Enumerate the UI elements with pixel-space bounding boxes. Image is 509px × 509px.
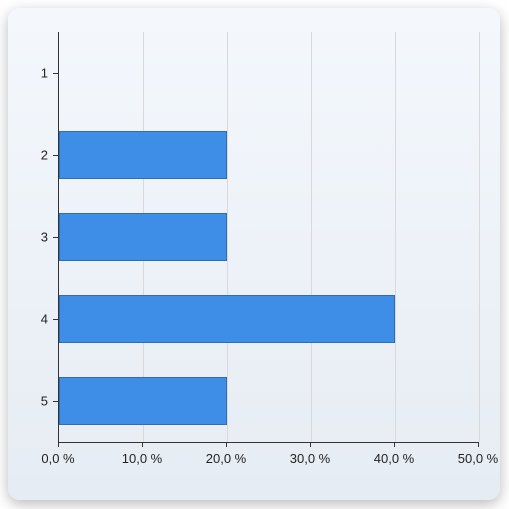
x-axis-label: 40,0 % [374, 451, 414, 466]
bar [59, 213, 227, 261]
chart-card: 123450,0 %10,0 %20,0 %30,0 %40,0 %50,0 % [8, 8, 500, 500]
x-tick-mark [226, 442, 227, 447]
x-tick-mark [310, 442, 311, 447]
x-axis-label: 30,0 % [290, 451, 330, 466]
x-tick-mark [394, 442, 395, 447]
x-tick-mark [142, 442, 143, 447]
gridline [395, 32, 396, 442]
bar [59, 131, 227, 179]
x-axis-label: 0,0 % [41, 451, 74, 466]
y-axis-label: 3 [8, 230, 48, 245]
x-axis-label: 10,0 % [122, 451, 162, 466]
gridline [227, 32, 228, 442]
x-tick-mark [478, 442, 479, 447]
y-tick-mark [53, 401, 58, 402]
bar [59, 377, 227, 425]
y-axis-label: 4 [8, 312, 48, 327]
y-tick-mark [53, 319, 58, 320]
gridline [311, 32, 312, 442]
y-tick-mark [53, 155, 58, 156]
x-axis-label: 50,0 % [458, 451, 498, 466]
x-axis-label: 20,0 % [206, 451, 246, 466]
y-tick-mark [53, 73, 58, 74]
plot-area [58, 32, 479, 443]
y-tick-mark [53, 237, 58, 238]
bar [59, 295, 395, 343]
gridline [479, 32, 480, 442]
y-axis-label: 1 [8, 66, 48, 81]
y-axis-label: 5 [8, 394, 48, 409]
y-axis-label: 2 [8, 148, 48, 163]
x-tick-mark [58, 442, 59, 447]
